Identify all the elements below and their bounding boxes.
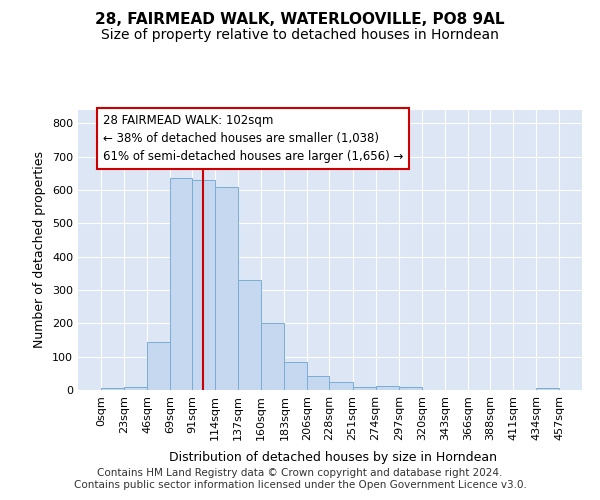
Bar: [215, 188, 238, 390]
Bar: [124, 388, 147, 390]
Bar: [284, 362, 307, 390]
Text: 28 FAIRMEAD WALK: 102sqm
← 38% of detached houses are smaller (1,038)
61% of sem: 28 FAIRMEAD WALK: 102sqm ← 38% of detach…: [103, 114, 403, 163]
Text: 28, FAIRMEAD WALK, WATERLOOVILLE, PO8 9AL: 28, FAIRMEAD WALK, WATERLOOVILLE, PO8 9A…: [95, 12, 505, 28]
Bar: [398, 388, 422, 390]
Bar: [307, 376, 329, 390]
Bar: [329, 382, 353, 390]
Bar: [147, 342, 170, 390]
Bar: [536, 388, 559, 390]
Bar: [353, 386, 376, 390]
Bar: [192, 180, 215, 390]
Text: Distribution of detached houses by size in Horndean: Distribution of detached houses by size …: [169, 451, 497, 464]
Bar: [376, 386, 398, 390]
Bar: [262, 324, 284, 390]
Y-axis label: Number of detached properties: Number of detached properties: [34, 152, 46, 348]
Bar: [101, 388, 124, 390]
Text: Size of property relative to detached houses in Horndean: Size of property relative to detached ho…: [101, 28, 499, 42]
Bar: [170, 178, 192, 390]
Bar: [238, 280, 262, 390]
Text: Contains HM Land Registry data © Crown copyright and database right 2024.
Contai: Contains HM Land Registry data © Crown c…: [74, 468, 526, 490]
